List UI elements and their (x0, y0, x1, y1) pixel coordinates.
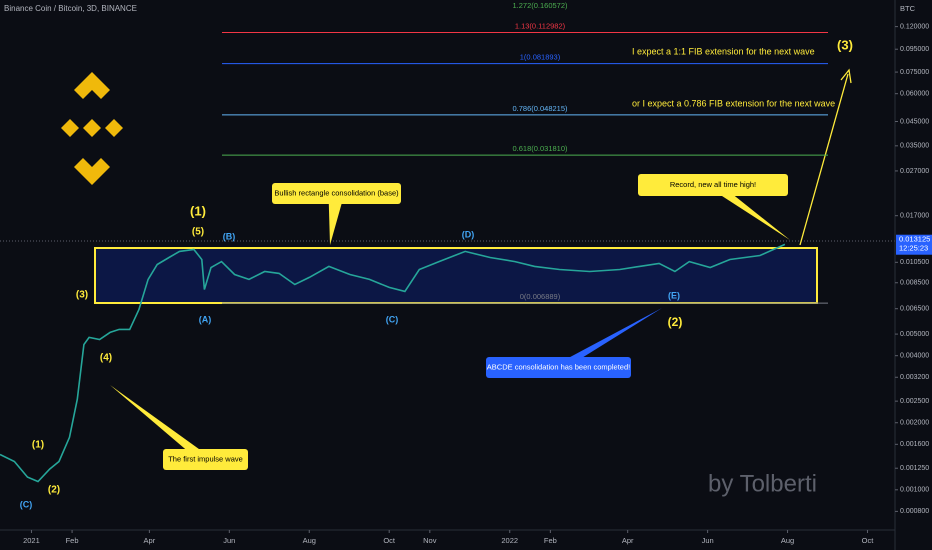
y-tick-label: 0.027000 (900, 168, 929, 175)
callout-pointer (550, 308, 662, 368)
note: I expect a 1:1 FIB extension for the nex… (632, 46, 815, 56)
projection-arrow (799, 73, 849, 246)
wave-label: (5) (192, 227, 204, 238)
price-tag-label: 0.013125 (899, 235, 930, 244)
x-tick-label: Jun (702, 536, 714, 545)
y-tick-label: 0.008500 (900, 280, 929, 287)
y-tick-label: 0.035000 (900, 143, 929, 150)
callout-box (486, 357, 631, 378)
wave-label: (2) (48, 485, 60, 496)
y-tick-label: 0.003200 (900, 374, 929, 381)
arrow-head (840, 68, 852, 84)
y-tick-label: 0.010500 (900, 259, 929, 266)
x-tick-label: Apr (144, 536, 156, 545)
x-tick-label: 2021 (23, 536, 40, 545)
fib-label: 1.272(0.160572) (512, 1, 568, 10)
countdown: 12:25:23 (899, 244, 928, 253)
wave-label: (A) (199, 314, 212, 324)
fib-label: 0.786(0.048215) (512, 104, 568, 113)
chart-title: Binance Coin / Bitcoin, 3D, BINANCE (4, 4, 137, 13)
callout-pointer (705, 185, 790, 240)
x-tick-label: Feb (66, 536, 79, 545)
x-tick-label: Oct (383, 536, 396, 545)
y-tick-label: 0.095000 (900, 46, 929, 53)
y-tick-label: 0.005000 (900, 331, 929, 338)
y-tick-label: 0.001250 (900, 465, 929, 472)
y-tick-label: 0.004000 (900, 353, 929, 360)
y-tick-label: 0.075000 (900, 69, 929, 76)
consolidation-box (94, 247, 818, 304)
y-tick-label: 0.017000 (900, 213, 929, 220)
y-tick-label: 0.120000 (900, 23, 929, 30)
x-tick-label: Aug (303, 536, 316, 545)
x-tick-label: Feb (544, 536, 557, 545)
fib-label: 1(0.081893) (520, 53, 561, 62)
y-tick-label: 0.000800 (900, 508, 929, 515)
wave-label: (4) (100, 353, 112, 364)
wave-label: (3) (76, 290, 88, 301)
callout-box (163, 449, 248, 470)
callout-text: The first impulse wave (168, 454, 243, 463)
x-tick-label: Apr (622, 536, 634, 545)
callout-pointer (328, 193, 345, 245)
y-tick-label: 0.060000 (900, 91, 929, 98)
x-tick-label: Aug (781, 536, 794, 545)
callout-pointer (110, 385, 214, 460)
wave-label: (E) (668, 290, 680, 300)
wave-label: (1) (32, 440, 44, 451)
fib-label: 0(0.006889) (520, 292, 561, 301)
callout-text: ABCDE consolidation has been completed! (487, 362, 630, 371)
fib-label: 1.13(0.112982) (515, 21, 566, 30)
x-tick-label: Oct (862, 536, 875, 545)
note: or I expect a 0.786 FIB extension for th… (632, 98, 835, 108)
y-tick-label: 0.006500 (900, 306, 929, 313)
y-tick-label: 0.001600 (900, 441, 929, 448)
wave-label: (2) (668, 315, 683, 329)
y-tick-label: 0.045000 (900, 118, 929, 125)
price-line (0, 243, 786, 483)
fib-label: 0.618(0.031810) (512, 144, 568, 153)
callout-text: Bullish rectangle consolidation (base) (274, 188, 399, 197)
x-tick-label: 2022 (501, 536, 518, 545)
y-unit: BTC (900, 4, 916, 13)
y-tick-label: 0.002000 (900, 420, 929, 427)
callout-box (638, 174, 788, 196)
wave-label: (B) (223, 231, 236, 241)
x-tick-label: Nov (423, 536, 437, 545)
watermark: by Tolberti (708, 470, 817, 497)
wave-label: (1) (190, 203, 206, 218)
x-tick-label: Jun (223, 536, 235, 545)
wave-label: (C) (386, 314, 399, 324)
y-tick-label: 0.001000 (900, 487, 929, 494)
callout-text: Record, new all time high! (670, 180, 756, 189)
price-tag (896, 234, 932, 255)
binance-logo (61, 72, 123, 185)
wave-label: (D) (462, 229, 475, 239)
y-tick-label: 0.002500 (900, 398, 929, 405)
callout-box (272, 183, 401, 204)
wave-label: (C) (20, 499, 33, 509)
wave-label: (3) (837, 37, 853, 52)
